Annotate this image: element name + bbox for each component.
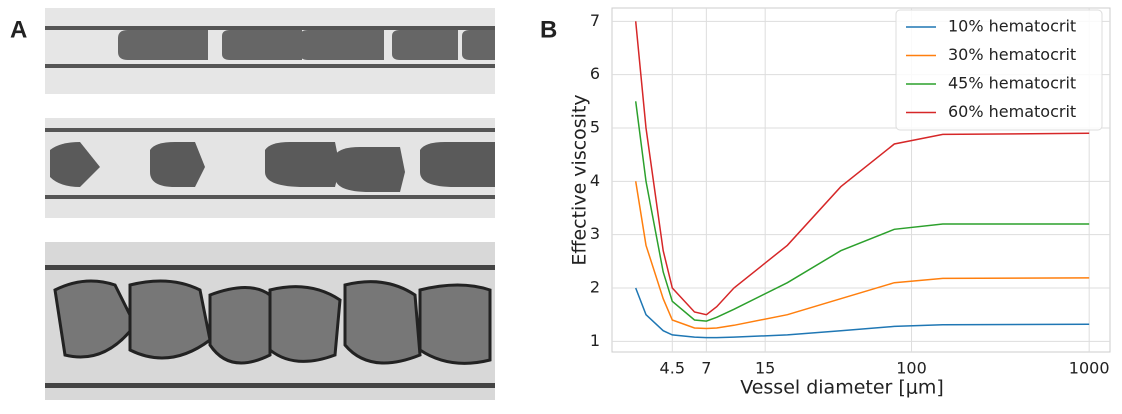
cells <box>53 279 492 365</box>
plot: 1 2 3 4 5 6 7 4.5 7 15 100 1000 10% hematocrit 30% he… <box>590 7 1111 378</box>
vessel-wall <box>45 128 495 132</box>
line <box>634 181 1090 330</box>
y-tick-label: 2 <box>590 278 600 297</box>
panel-label: B <box>540 16 557 43</box>
y-tick-label: 4 <box>590 171 600 190</box>
vessel-wall <box>45 195 495 199</box>
y-tick-label: 3 <box>590 224 600 243</box>
x-tick-label: 7 <box>701 359 711 378</box>
panel-label: A <box>10 16 27 43</box>
y-tick-label: 6 <box>590 64 600 83</box>
legend-label: 45% hematocrit <box>948 74 1076 93</box>
x-tick-label: 4.5 <box>660 359 685 378</box>
cells <box>118 30 495 60</box>
legend-label: 10% hematocrit <box>948 17 1076 36</box>
x-tick-label: 1000 <box>1069 359 1110 378</box>
line <box>635 287 1090 339</box>
cells <box>50 142 495 192</box>
y-axis-label: Effective viscosity <box>569 94 591 265</box>
legend-label: 30% hematocrit <box>948 45 1076 64</box>
vessel-wall <box>45 383 495 388</box>
legend <box>895 9 1103 131</box>
y-tick-label: 1 <box>590 331 600 350</box>
line <box>634 21 1090 316</box>
micrographs <box>45 8 495 400</box>
line <box>634 101 1090 322</box>
vessel-wall <box>45 64 495 68</box>
x-tick-label: 100 <box>896 359 927 378</box>
vessel-wall <box>45 26 495 30</box>
legend-label: 60% hematocrit <box>948 102 1076 121</box>
y-tick-label: 5 <box>590 118 600 137</box>
vessel-wall <box>45 265 495 270</box>
x-axis-label: Vessel diameter [μm] <box>740 377 944 399</box>
x-tick-label: 15 <box>755 359 775 378</box>
y-tick-label: 7 <box>590 11 600 30</box>
